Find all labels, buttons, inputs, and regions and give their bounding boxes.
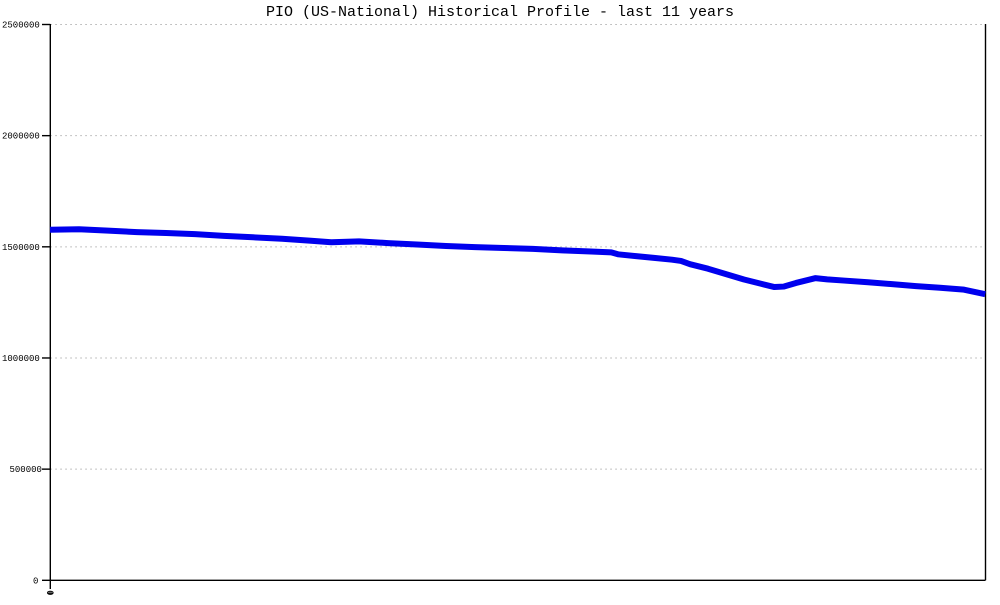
svg-text:0: 0 (33, 576, 38, 586)
svg-text:1000000: 1000000 (2, 354, 40, 364)
svg-text:500000: 500000 (10, 465, 42, 475)
svg-text:2500000: 2500000 (2, 21, 40, 31)
svg-text:2000000: 2000000 (2, 132, 40, 142)
svg-text:1500000: 1500000 (2, 243, 40, 253)
